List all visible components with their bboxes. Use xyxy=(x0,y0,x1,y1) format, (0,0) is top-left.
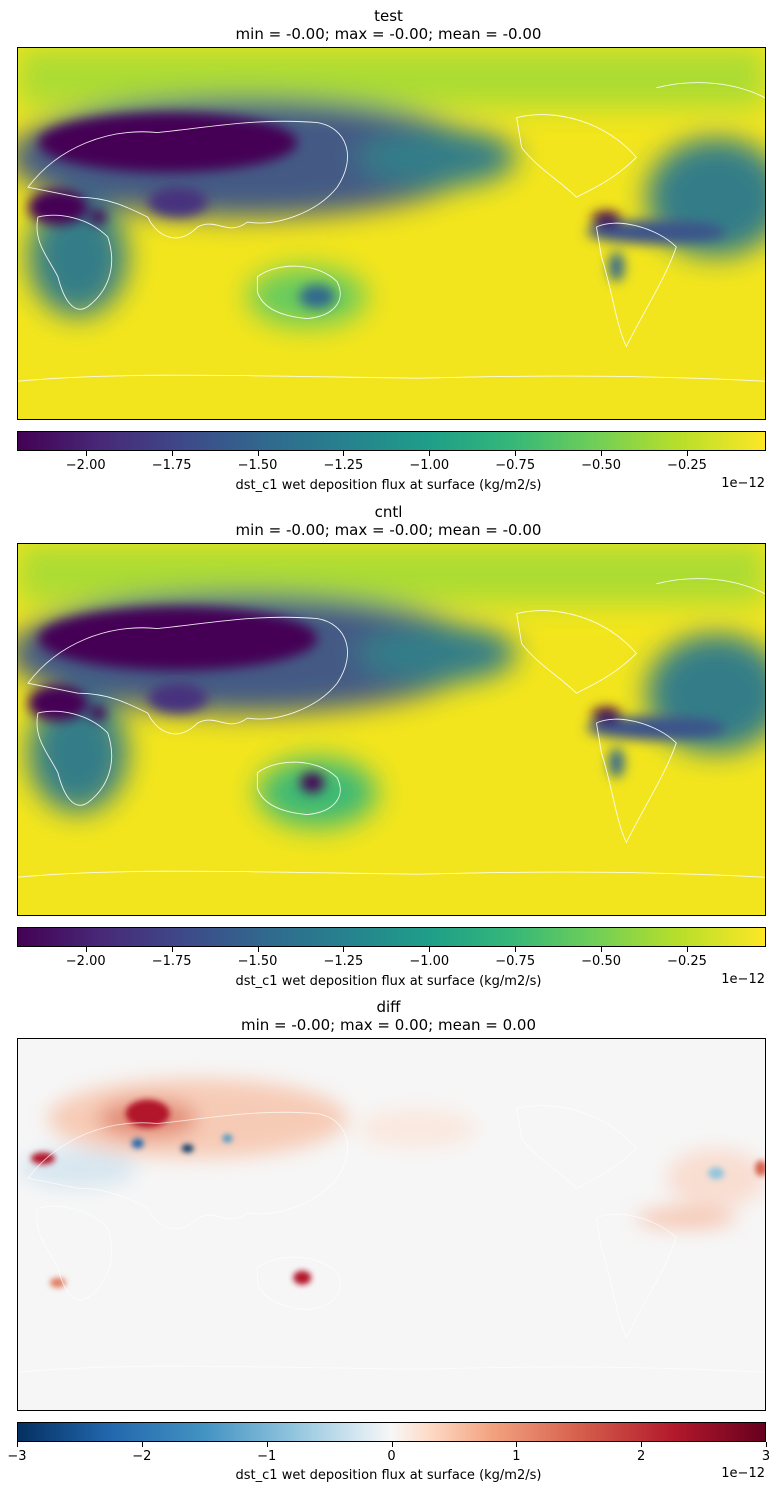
panel-2-title: cntl xyxy=(374,503,403,521)
panel-1-colorbar-ticks: −2.00 −1.75 −1.50 −1.25 −1.00 −0.75 −0.50 −0.25 xyxy=(17,451,766,473)
colorbar-tick-mark xyxy=(391,1442,393,1447)
colorbar-tick-label: −1.50 xyxy=(237,954,278,969)
colorbar-tick-mark xyxy=(266,1442,268,1447)
colorbar-tick-mark xyxy=(343,947,345,952)
colorbar-tick-label: −1.75 xyxy=(151,954,192,969)
colorbar-tick-mark xyxy=(343,451,345,456)
colorbar-tick-label: −1.50 xyxy=(237,458,278,473)
panel-2-map-svg xyxy=(18,544,765,915)
colorbar-tick-mark xyxy=(686,451,688,456)
colorbar-tick-label: −1.75 xyxy=(151,458,192,473)
colorbar-tick-mark xyxy=(601,947,603,952)
panel-1-colorbar-offset: 1e−12 xyxy=(721,476,765,491)
colorbar-tick-label: 2 xyxy=(637,1449,646,1464)
panel-2-colorbar-label: dst_c1 wet deposition flux at surface (k… xyxy=(235,974,542,989)
colorbar-tick-label: −0.75 xyxy=(495,954,536,969)
panel-1-title: test xyxy=(374,7,403,25)
panel-1-map-svg xyxy=(18,48,765,419)
colorbar-tick-mark xyxy=(171,947,173,952)
panel-2-map xyxy=(17,543,766,916)
colorbar-tick-mark xyxy=(601,451,603,456)
colorbar-tick-mark xyxy=(686,947,688,952)
panel-3-colorbar-ticks: −3 −2 −1 0 1 2 3 xyxy=(7,1442,770,1464)
colorbar-tick-label: 0 xyxy=(387,1449,396,1464)
colorbar-tick-label: −2.00 xyxy=(65,458,106,473)
colorbar-tick-label: −1.00 xyxy=(409,458,450,473)
panel-1-colorbar xyxy=(17,431,766,451)
colorbar-tick-label: −1.00 xyxy=(409,954,450,969)
colorbar-tick-label: −2 xyxy=(132,1449,152,1464)
colorbar-tick-mark xyxy=(257,451,259,456)
colorbar-tick-mark xyxy=(641,1442,643,1447)
colorbar-tick-mark xyxy=(141,1442,143,1447)
colorbar-tick-mark xyxy=(766,1442,767,1447)
colorbar-tick-label: −1.25 xyxy=(323,458,364,473)
colorbar-tick-label: −0.25 xyxy=(667,458,707,473)
panel-3-map xyxy=(17,1038,766,1411)
panel-3-subtitle: min = -0.00; max = 0.00; mean = 0.00 xyxy=(240,1016,537,1034)
colorbar-tick-mark xyxy=(429,451,431,456)
colorbar-tick-mark xyxy=(429,947,431,952)
panel-2-colorbar-offset: 1e−12 xyxy=(721,972,765,987)
colorbar-tick-label: −0.75 xyxy=(495,458,536,473)
panel-3-title: diff xyxy=(376,998,401,1016)
colorbar-tick-mark xyxy=(515,451,517,456)
colorbar-tick-label: −3 xyxy=(7,1449,27,1464)
colorbar-tick-mark xyxy=(17,1442,18,1447)
colorbar-tick-mark xyxy=(515,947,517,952)
panel-3-map-svg xyxy=(18,1039,765,1410)
panel-1-subtitle: min = -0.00; max = -0.00; mean = -0.00 xyxy=(235,25,542,43)
panel-2-colorbar-ticks: −2.00 −1.75 −1.50 −1.25 −1.00 −0.75 −0.50 −0.25 xyxy=(17,947,766,969)
panel-2-colorbar xyxy=(17,927,766,947)
colorbar-tick-label: −2.00 xyxy=(65,954,106,969)
colorbar-tick-label: −0.25 xyxy=(667,954,707,969)
colorbar-tick-mark xyxy=(85,451,87,456)
colorbar-tick-mark xyxy=(171,451,173,456)
colorbar-tick-mark xyxy=(257,947,259,952)
panel-3-colorbar-label: dst_c1 wet deposition flux at surface (k… xyxy=(235,1468,542,1483)
panel-2-subtitle: min = -0.00; max = -0.00; mean = -0.00 xyxy=(235,521,542,539)
colorbar-tick-label: 1 xyxy=(512,1449,521,1464)
panel-1-colorbar-label: dst_c1 wet deposition flux at surface (k… xyxy=(235,478,542,493)
panel-3-colorbar-offset: 1e−12 xyxy=(721,1466,765,1481)
colorbar-tick-label: −1 xyxy=(257,1449,277,1464)
colorbar-tick-label: −0.50 xyxy=(581,458,621,473)
colorbar-tick-label: −1.25 xyxy=(323,954,364,969)
panel-3-colorbar xyxy=(17,1422,766,1442)
colorbar-tick-mark xyxy=(516,1442,518,1447)
panel-1-map xyxy=(17,47,766,420)
colorbar-tick-label: 3 xyxy=(761,1449,771,1464)
colorbar-tick-mark xyxy=(85,947,87,952)
colorbar-tick-label: −0.50 xyxy=(581,954,621,969)
